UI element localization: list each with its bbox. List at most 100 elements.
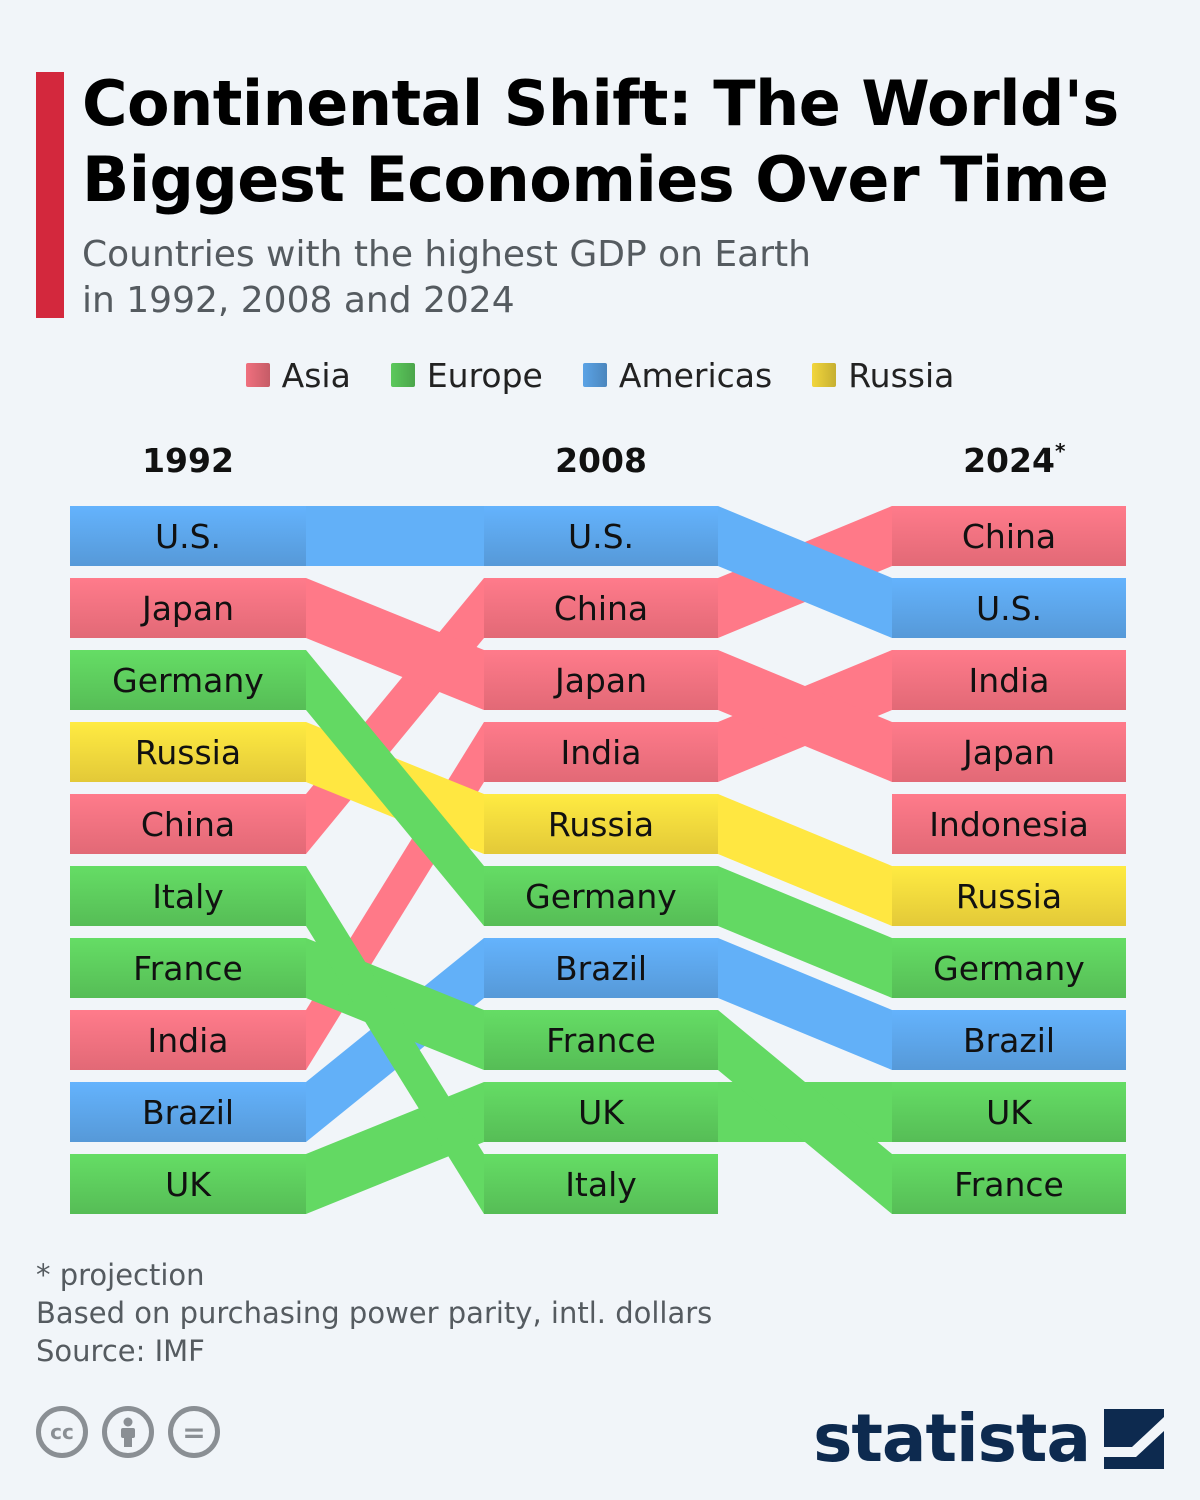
band-us-1992 (70, 506, 306, 566)
band-uk-2024 (892, 1082, 1126, 1142)
legend-label-russia: Russia (848, 355, 955, 395)
legend-swatch-americas (582, 363, 607, 387)
band-label-us-2008: U.S. (568, 517, 634, 556)
band-france-1992 (70, 938, 306, 998)
band-indonesia-2024 (892, 794, 1126, 854)
attribution-icon[interactable] (102, 1406, 154, 1458)
band-label-japan-1992: Japan (140, 589, 234, 628)
band-label-india-2008: India (561, 733, 642, 772)
band-label-china-2024: China (962, 517, 1056, 556)
connector-brazil-2008-2024 (718, 938, 892, 1070)
band-label-uk-2024: UK (986, 1093, 1033, 1132)
connector-us-1992-2008 (306, 506, 484, 566)
statista-logo[interactable]: statista (813, 1400, 1164, 1477)
band-japan-2008 (484, 650, 718, 710)
legend-label-americas: Americas (618, 355, 773, 395)
person-glyph (121, 1417, 135, 1447)
nd-icon-label: = (182, 1415, 206, 1449)
band-italy-1992 (70, 866, 306, 926)
subtitle-line-1: Countries with the highest GDP on Earth (82, 234, 811, 275)
band-china-2024 (892, 506, 1126, 566)
connectors (306, 506, 892, 1214)
band-china-2008 (484, 578, 718, 638)
band-label-india-1992: India (148, 1021, 229, 1060)
band-label-france-2008: France (546, 1021, 656, 1060)
legend-item-asia: Asia (245, 355, 351, 395)
cc-icon-label: cc (50, 1420, 74, 1444)
band-label-japan-2024: Japan (961, 733, 1055, 772)
license-icons: cc = (36, 1406, 220, 1458)
brand-name: statista (813, 1400, 1091, 1477)
band-label-france-1992: France (133, 949, 243, 988)
legend-label-asia: Asia (281, 355, 351, 395)
connector-germany-1992-2008 (306, 650, 484, 926)
band-italy-2008 (484, 1154, 718, 1214)
band-label-us-2024: U.S. (976, 589, 1042, 628)
source-note: Source: IMF (36, 1334, 205, 1368)
band-label-germany-1992: Germany (112, 661, 264, 700)
band-label-india-2024: India (969, 661, 1050, 700)
band-label-brazil-1992: Brazil (142, 1093, 234, 1132)
ppp-note: Based on purchasing power parity, intl. … (36, 1296, 713, 1330)
connector-russia-2008-2024 (718, 794, 892, 926)
legend-swatch-europe (390, 363, 415, 387)
band-label-us-1992: U.S. (155, 517, 221, 556)
year-label-1992: 1992 (142, 441, 234, 480)
band-label-russia-1992: Russia (135, 733, 241, 772)
band-russia-2024 (892, 866, 1126, 926)
statista-logo-icon (1104, 1408, 1164, 1469)
connector-france-2008-2024 (718, 1010, 892, 1214)
band-india-1992 (70, 1010, 306, 1070)
subtitle-line-2: in 1992, 2008 and 2024 (82, 280, 515, 321)
band-france-2024 (892, 1154, 1126, 1214)
band-label-italy-1992: Italy (152, 877, 224, 916)
band-label-italy-2008: Italy (565, 1165, 637, 1204)
band-china-1992 (70, 794, 306, 854)
band-germany-2008 (484, 866, 718, 926)
band-uk-1992 (70, 1154, 306, 1214)
band-label-indonesia-2024: Indonesia (929, 805, 1089, 844)
footnotes: * projection Based on purchasing power p… (36, 1256, 712, 1370)
band-label-germany-2008: Germany (525, 877, 677, 916)
connector-japan-2008-2024 (718, 650, 892, 782)
band-label-uk-2008: UK (578, 1093, 625, 1132)
legend-item-americas: Americas (582, 355, 773, 395)
rank-bands: U.S. Japan Germany Russia China Italy France In… (70, 506, 1126, 1214)
connector-japan-1992-2008 (306, 578, 484, 710)
band-label-france-2024: France (954, 1165, 1064, 1204)
band-us-2008 (484, 506, 718, 566)
band-label-brazil-2008: Brazil (555, 949, 647, 988)
connector-germany-2008-2024 (718, 866, 892, 998)
year-label-2024: 2024 (963, 441, 1055, 480)
legend-item-russia: Russia (812, 356, 954, 395)
band-brazil-2024 (892, 1010, 1126, 1070)
band-japan-1992 (70, 578, 306, 638)
band-russia-1992 (70, 722, 306, 782)
cc-icon[interactable]: cc (36, 1406, 88, 1458)
band-germany-2024 (892, 938, 1126, 998)
band-label-uk-1992: UK (165, 1165, 212, 1204)
band-label-russia-2008: Russia (548, 805, 654, 844)
band-germany-1992 (70, 650, 306, 710)
legend: Asia Europe Americas Russia (0, 352, 1200, 398)
chart-title: Continental Shift: The World's Biggest E… (82, 67, 1119, 216)
bump-chart: 1992 2008 2024 * U.S. Japan Germany Russia China… (70, 439, 1126, 1214)
legend-swatch-asia (245, 363, 270, 387)
band-brazil-2008 (484, 938, 718, 998)
band-india-2008 (484, 722, 718, 782)
year-footnote-mark-2024: * (1055, 439, 1066, 463)
band-label-germany-2024: Germany (933, 949, 1085, 988)
legend-label-europe: Europe (426, 355, 543, 395)
projection-note: * projection (36, 1258, 205, 1292)
chart-subtitle: Countries with the highest GDP on Earth … (82, 232, 882, 324)
legend-swatch-russia (812, 363, 837, 387)
year-label-2008: 2008 (555, 441, 647, 480)
band-uk-2008 (484, 1082, 718, 1142)
accent-bar (36, 72, 64, 318)
connector-us-2008-2024 (718, 506, 892, 638)
band-us-2024 (892, 578, 1126, 638)
band-label-japan-2008: Japan (553, 661, 647, 700)
band-label-brazil-2024: Brazil (963, 1021, 1055, 1060)
band-france-2008 (484, 1010, 718, 1070)
no-derivatives-icon[interactable]: = (168, 1406, 220, 1458)
